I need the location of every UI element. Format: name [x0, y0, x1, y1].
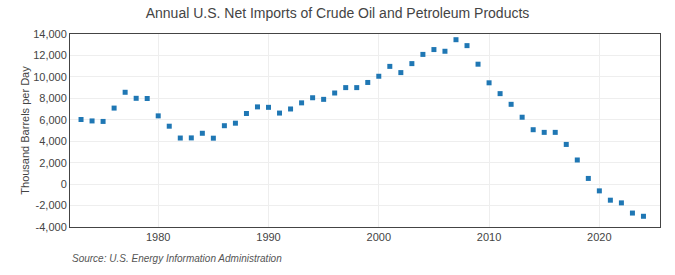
svg-text:-4,000: -4,000 [36, 221, 67, 233]
svg-text:Annual U.S. Net Imports of Cru: Annual U.S. Net Imports of Crude Oil and… [146, 5, 530, 21]
svg-text:2020: 2020 [587, 231, 611, 243]
svg-text:0: 0 [61, 178, 67, 190]
svg-text:1990: 1990 [256, 231, 280, 243]
svg-text:1980: 1980 [146, 231, 170, 243]
svg-text:4,000: 4,000 [39, 135, 67, 147]
svg-text:2010: 2010 [477, 231, 501, 243]
svg-text:6,000: 6,000 [39, 114, 67, 126]
svg-text:8,000: 8,000 [39, 92, 67, 104]
svg-text:Source: U.S. Energy Informatio: Source: U.S. Energy Information Administ… [72, 253, 282, 264]
svg-text:Thousand Barrels per Day: Thousand Barrels per Day [19, 66, 31, 195]
svg-text:-2,000: -2,000 [36, 199, 67, 211]
svg-text:2,000: 2,000 [39, 157, 67, 169]
svg-text:2000: 2000 [367, 231, 391, 243]
svg-text:14,000: 14,000 [33, 28, 67, 40]
svg-text:10,000: 10,000 [33, 71, 67, 83]
svg-text:12,000: 12,000 [33, 49, 67, 61]
